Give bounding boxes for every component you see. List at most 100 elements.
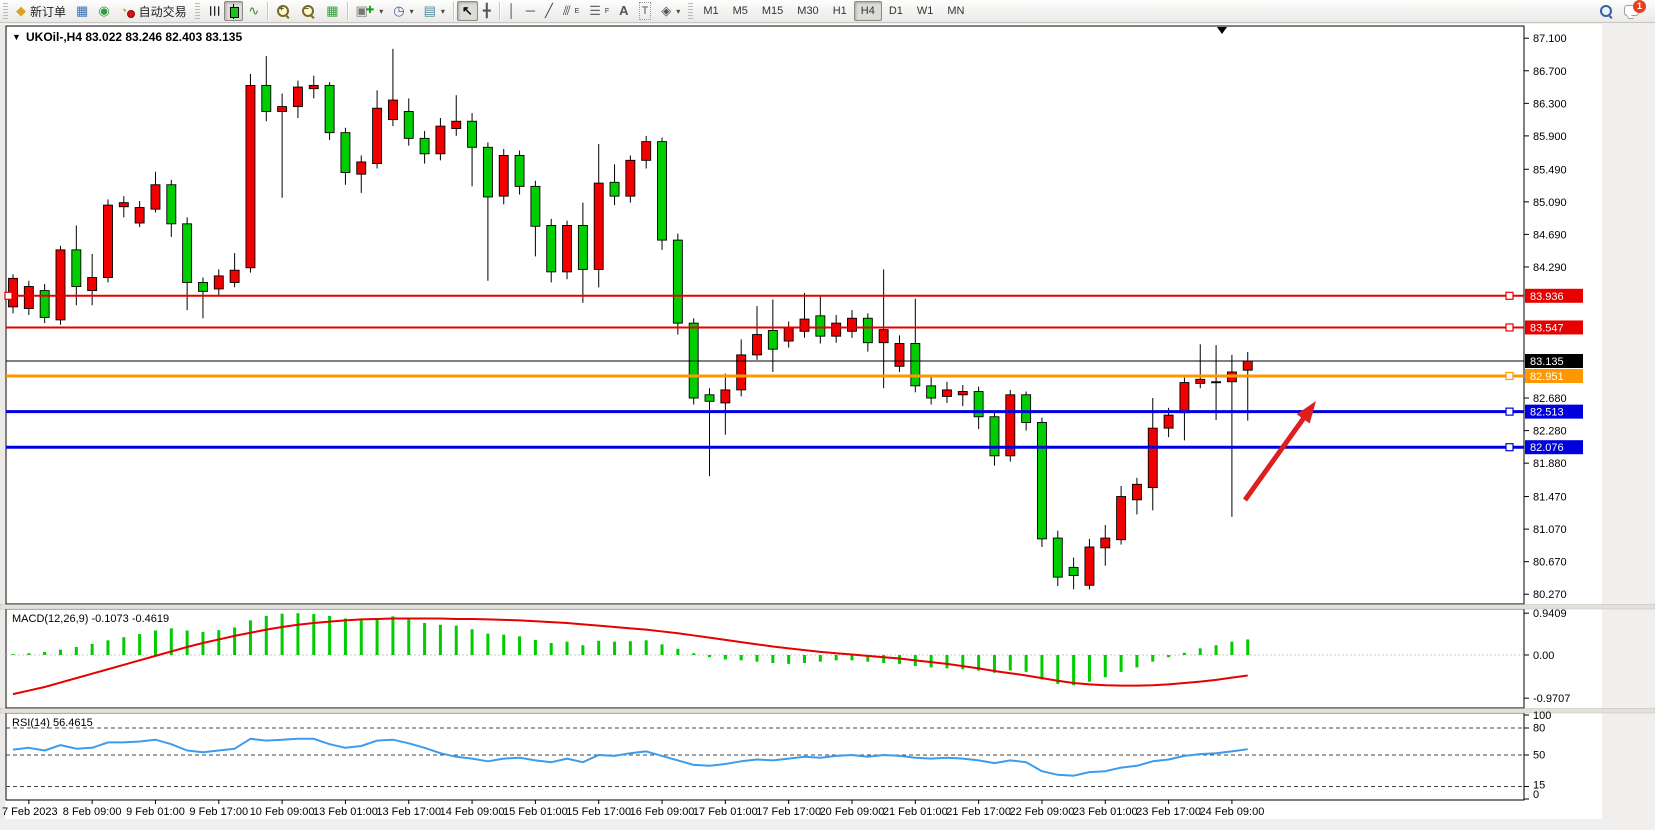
hline-handle[interactable] <box>1505 407 1514 416</box>
timeframe-button-h1[interactable]: H1 <box>832 5 847 17</box>
chart-background <box>0 24 1602 819</box>
text-button[interactable]: A <box>614 1 633 21</box>
candle-body-up <box>957 391 968 396</box>
arrows-button[interactable]: ◈ ▾ <box>661 3 681 18</box>
periods-button[interactable]: ◷ ▾ <box>393 3 414 18</box>
candle-body-up <box>752 334 762 356</box>
hline-pivot-line[interactable]: 82.951 <box>6 368 1583 383</box>
tile-windows-button[interactable]: ▦ <box>321 1 343 21</box>
candle-body-down <box>577 225 588 270</box>
candle-body-up <box>847 317 857 332</box>
panel-splitter[interactable] <box>0 708 1655 714</box>
hline-resistance-1[interactable]: 83.936 <box>4 288 1583 303</box>
candle-body-down <box>1036 422 1047 540</box>
candle-body-down <box>609 181 620 197</box>
arrow-annotation[interactable] <box>1242 401 1316 502</box>
hline-resistance-2[interactable]: 83.547 <box>6 320 1583 335</box>
toolbar-grip[interactable] <box>3 3 8 19</box>
timeframe-button-w1[interactable]: W1 <box>916 5 934 17</box>
trendline-button[interactable]: ╱ <box>540 1 558 21</box>
timeframe-button-m30[interactable]: M30 <box>797 5 819 17</box>
new-chart-button[interactable]: ▣ ✚ ▾ <box>355 3 384 18</box>
horizontal-line-button[interactable]: ─ <box>521 1 540 21</box>
candle-body-up <box>1131 483 1142 501</box>
new-order-button[interactable]: ◆ 新订单 <box>11 1 71 21</box>
hline-handle[interactable] <box>1505 291 1514 300</box>
candle-body-up <box>55 249 66 321</box>
candle-body-up <box>799 318 810 332</box>
line-chart-button[interactable]: ∿ <box>243 1 264 21</box>
candle-body-up <box>292 86 303 108</box>
hline-support-2[interactable]: 82.076 <box>6 440 1583 455</box>
zoom-out-button[interactable]: − <box>296 1 321 21</box>
toolbar-grip[interactable] <box>194 3 200 19</box>
time-tick-label: 13 Feb 17:00 <box>376 806 441 818</box>
toolbar-grip[interactable] <box>688 3 694 19</box>
search-button[interactable] <box>1594 1 1619 21</box>
fibonacci-icon: ☰ <box>589 3 601 18</box>
chart-shift-marker[interactable] <box>1217 27 1227 34</box>
candle-body-down <box>419 137 430 155</box>
fibonacci-button[interactable]: ☰ F <box>589 3 610 18</box>
price-tick-label: 87.100 <box>1533 33 1567 45</box>
timeframe-button-m5[interactable]: M5 <box>732 5 748 17</box>
equidistant-channel-icon: ⫻ <box>562 3 571 18</box>
hline-support-1[interactable]: 82.513 <box>6 404 1583 419</box>
auto-trading-icon <box>120 3 135 19</box>
market-watch-icon: ▦ <box>76 3 89 18</box>
vertical-line-button[interactable]: │ <box>503 1 521 21</box>
auto-trading-label: 自动交易 <box>138 4 187 19</box>
timeframe-button-d1[interactable]: D1 <box>888 5 903 17</box>
time-tick-label: 13 Feb 01:00 <box>313 806 378 818</box>
hline-bid-line[interactable]: 83.135 <box>6 353 1583 368</box>
candle-body-down <box>1068 566 1079 576</box>
arrow-shaft <box>1242 414 1308 502</box>
hline-price-label: 82.076 <box>1530 442 1564 454</box>
zoom-in-button[interactable]: + <box>271 1 296 21</box>
hline-handle[interactable] <box>1505 443 1514 452</box>
candle-body-up <box>1211 381 1222 384</box>
hline-handle[interactable] <box>4 291 13 300</box>
equidistant-channel-button[interactable]: ⫻ E <box>562 3 580 18</box>
data-center-button[interactable]: ◉ <box>93 1 114 21</box>
templates-button[interactable]: ▤ ▾ <box>423 3 445 18</box>
candle-body-down <box>71 249 82 287</box>
price-tick-label: 80.670 <box>1533 557 1567 569</box>
notifications-button[interactable]: 1 <box>1619 0 1646 21</box>
text-label-button[interactable]: T <box>634 1 657 21</box>
cursor-button[interactable]: ↖ <box>456 1 478 21</box>
candle-body-up <box>1005 394 1016 457</box>
hline-price-flag <box>1525 404 1583 419</box>
panel-splitter[interactable] <box>0 604 1655 610</box>
candlestick-chart-button[interactable] <box>224 1 244 21</box>
candle-body-up <box>1147 427 1158 489</box>
price-tick-label: 85.090 <box>1533 197 1567 209</box>
candle-body-up <box>308 84 319 90</box>
candle-body-up <box>720 389 731 404</box>
candle-body-down <box>182 223 193 283</box>
time-tick-label: 24 Feb 09:00 <box>1199 806 1264 818</box>
main-panel-frame <box>5 25 1525 605</box>
arrows-icon: ◈ <box>661 3 672 18</box>
crosshair-button[interactable]: ╋ <box>478 1 496 21</box>
candle-body-up <box>277 106 288 112</box>
candle-body-down <box>1052 537 1063 578</box>
hline-handle[interactable] <box>1505 371 1514 381</box>
timeframe-button-m1[interactable]: M1 <box>703 5 719 17</box>
bar-chart-button[interactable]: ☰ <box>203 1 225 21</box>
timeframe-button-m15[interactable]: M15 <box>761 5 784 17</box>
collapse-marker-icon: ▼ <box>12 32 21 42</box>
candle-body-up <box>245 84 256 269</box>
candle-body-down <box>324 84 335 134</box>
auto-trading-button[interactable]: 自动交易 <box>115 1 192 21</box>
market-watch-button[interactable]: ▦ <box>71 1 93 21</box>
candle-body-up <box>1195 378 1206 384</box>
candle-body-up <box>1163 414 1174 429</box>
hline-handle[interactable] <box>1505 323 1514 332</box>
timeframe-button-h4[interactable]: H4 <box>853 1 882 21</box>
rsi-label: RSI(14) 56.4615 <box>12 717 93 729</box>
vertical-line-icon: │ <box>507 3 516 18</box>
price-chart[interactable]: 87.100 86.700 86.300 85.900 85.490 85.090 84.6… <box>0 24 1655 825</box>
timeframe-button-mn[interactable]: MN <box>947 5 965 17</box>
